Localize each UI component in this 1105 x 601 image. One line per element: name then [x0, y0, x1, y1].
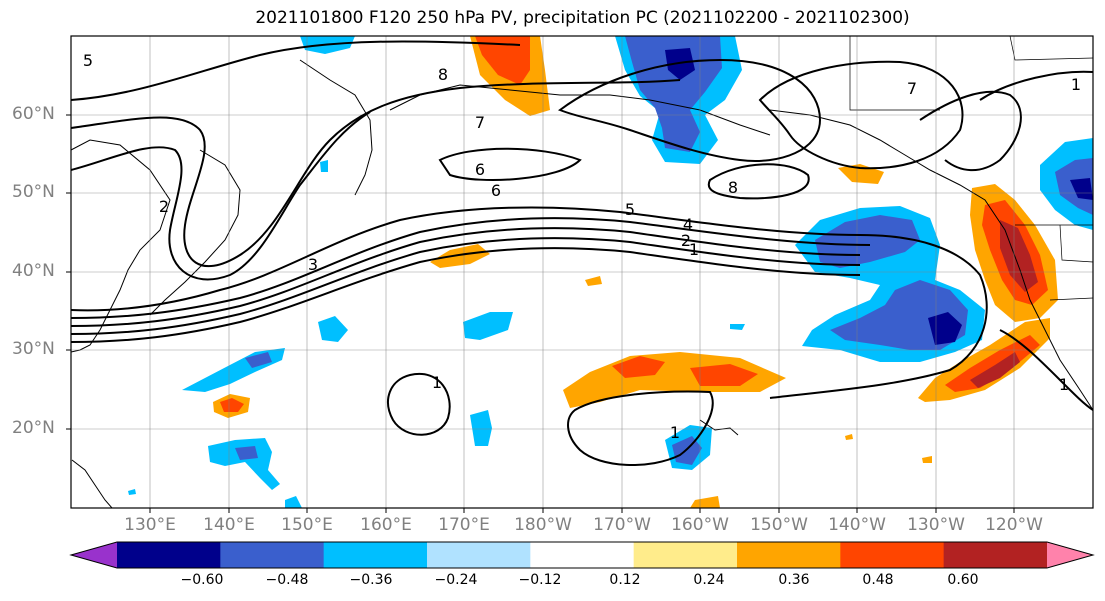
contour-label: 8	[438, 65, 448, 84]
lat-label-50n: 50°N	[12, 182, 55, 202]
lon-label-150e: 150°E	[281, 515, 333, 535]
contour-label: 6	[491, 181, 501, 200]
contour-label: 3	[308, 255, 318, 274]
contour-label: 2	[159, 197, 169, 216]
lon-label-160w: 160°W	[671, 515, 729, 535]
contour-label: 1	[689, 240, 699, 259]
map-title: 2021101800 F120 250 hPa PV, precipitatio…	[255, 8, 910, 28]
contour-label: 6	[475, 160, 485, 179]
lon-label-140w: 140°W	[828, 515, 886, 535]
pv-contours	[71, 40, 1093, 467]
lon-label-170e: 170°E	[438, 515, 490, 535]
lon-label-130w: 130°W	[907, 515, 965, 535]
contour-label: 8	[728, 178, 738, 197]
lon-label-140e: 140°E	[203, 515, 255, 535]
gridlines	[71, 36, 1093, 508]
colorbar-tick: −0.24	[434, 572, 478, 588]
contour-label: 5	[83, 51, 93, 70]
contour-label: 1	[432, 373, 442, 392]
lat-label-20n: 20°N	[12, 418, 55, 438]
colorbar-tick: −0.60	[180, 572, 224, 588]
colorbar-tick: 0.12	[609, 572, 641, 588]
colorbar-tick: −0.12	[518, 572, 562, 588]
lon-label-150w: 150°W	[750, 515, 808, 535]
contour-label: 4	[683, 215, 693, 234]
lon-label-180w: 180°W	[514, 515, 572, 535]
lon-label-170w: 170°W	[593, 515, 651, 535]
contour-label: 2	[681, 231, 691, 250]
contour-label: 7	[907, 79, 917, 98]
colorbar-tick: 0.36	[778, 572, 810, 588]
contour-label: 7	[475, 113, 485, 132]
contour-label: 1	[1071, 75, 1081, 94]
contour-label: 1	[1059, 375, 1069, 394]
boundaries	[849, 36, 1093, 301]
lat-label-30n: 30°N	[12, 339, 55, 359]
colorbar-tick: −0.48	[265, 572, 309, 588]
colorbar-tick: −0.36	[349, 572, 393, 588]
colorbar-tick: 0.48	[862, 572, 894, 588]
contour-label: 5	[625, 200, 635, 219]
colorbar-tick: 0.24	[693, 572, 725, 588]
lat-label-60n: 60°N	[12, 104, 55, 124]
lon-label-120w: 120°W	[985, 515, 1043, 535]
lon-label-160e: 160°E	[360, 515, 412, 535]
lat-label-40n: 40°N	[12, 261, 55, 281]
contour-label: 1	[670, 423, 680, 442]
lon-label-130e: 130°E	[124, 515, 176, 535]
colorbar-tick: 0.60	[947, 572, 979, 588]
